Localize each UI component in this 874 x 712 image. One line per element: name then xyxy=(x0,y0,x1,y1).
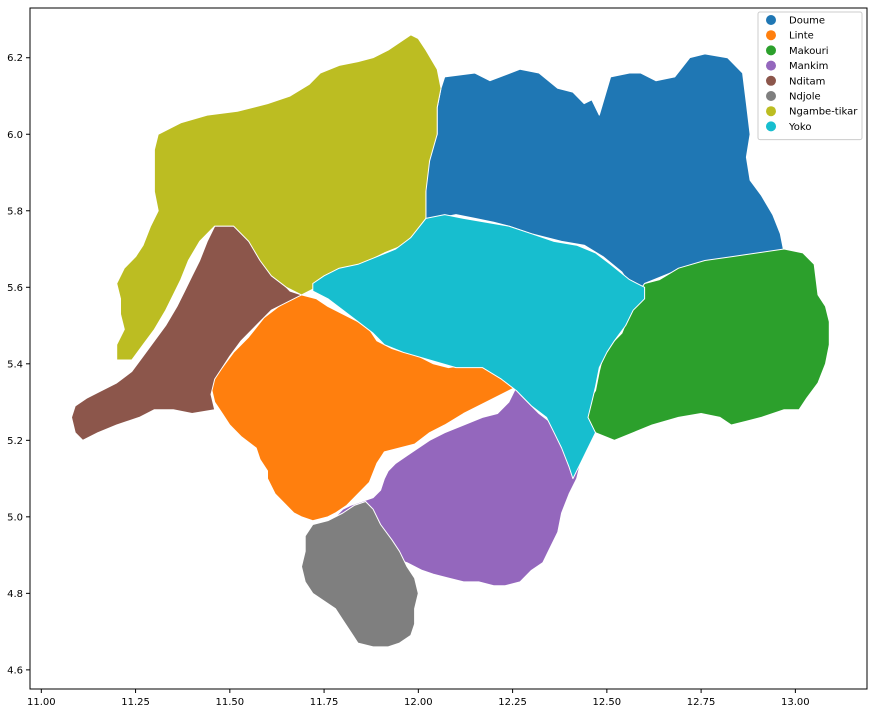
x-tick-label: 12.00 xyxy=(404,697,433,708)
legend-frame xyxy=(757,11,863,141)
legend-marker xyxy=(766,60,776,71)
x-tick-label: 11.00 xyxy=(27,697,56,708)
region-nditam xyxy=(71,225,302,441)
legend-marker xyxy=(766,15,776,25)
y-tick-label: 5.2 xyxy=(7,436,23,447)
legend-marker xyxy=(766,106,776,117)
legend-label: Mankim xyxy=(789,61,828,72)
x-tick-label: 11.50 xyxy=(216,697,245,708)
legend-marker xyxy=(766,91,776,101)
y-tick-label: 6.2 xyxy=(7,53,23,64)
legend-label: Ngambe-tikar xyxy=(789,107,858,118)
y-tick-label: 6.0 xyxy=(7,130,23,141)
x-tick-label: 11.75 xyxy=(310,697,339,708)
y-tick-label: 5.6 xyxy=(7,283,23,294)
y-tick-label: 5.0 xyxy=(7,512,23,523)
ticks-layer: 11.00 11.25 11.50 11.75 12.00 12.25 12.50 12.75… xyxy=(7,53,810,708)
y-tick-label: 5.8 xyxy=(7,206,23,217)
legend-label: Linte xyxy=(789,31,814,42)
x-tick-label: 13.00 xyxy=(781,697,810,708)
legend-label: Nditam xyxy=(789,76,825,87)
y-tick-label: 4.8 xyxy=(7,589,23,600)
y-tick-label: 5.4 xyxy=(7,359,23,370)
x-tick-label: 12.25 xyxy=(498,697,527,708)
regions-layer xyxy=(71,34,830,648)
legend-marker xyxy=(766,121,776,132)
legend: Doume Linte Makouri Mankim Nditam Ndjole Ngamb… xyxy=(757,11,863,141)
region-mankim xyxy=(327,386,581,587)
region-doume xyxy=(425,53,785,296)
region-ndjole xyxy=(301,501,419,648)
legend-label: Doume xyxy=(789,16,825,27)
legend-label: Yoko xyxy=(788,122,811,133)
x-tick-label: 12.75 xyxy=(687,697,716,708)
legend-label: Ndjole xyxy=(789,92,821,103)
legend-marker xyxy=(766,75,776,86)
x-tick-label: 12.50 xyxy=(593,697,622,708)
legend-marker xyxy=(766,45,776,56)
legend-marker xyxy=(766,30,776,41)
region-yoko xyxy=(312,214,646,480)
x-tick-label: 11.25 xyxy=(121,697,150,708)
legend-label: Makouri xyxy=(789,46,829,57)
y-tick-label: 4.6 xyxy=(7,665,23,676)
